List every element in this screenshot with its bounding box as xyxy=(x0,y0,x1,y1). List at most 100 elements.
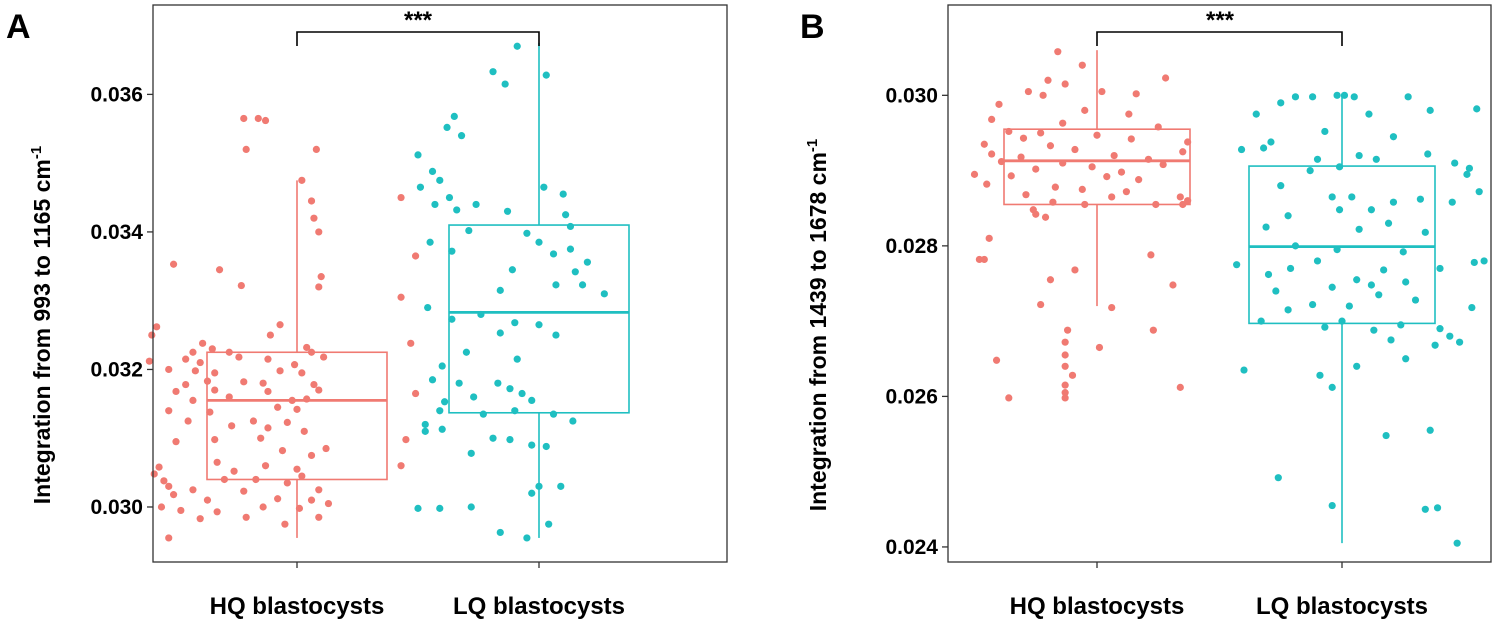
data-point xyxy=(397,293,405,301)
data-point xyxy=(148,331,156,339)
data-point xyxy=(1426,106,1434,114)
data-point xyxy=(416,183,425,191)
significance-label: *** xyxy=(404,7,433,34)
data-point xyxy=(261,462,270,470)
data-point xyxy=(1380,266,1388,274)
data-point xyxy=(312,145,320,154)
data-point xyxy=(1046,276,1055,284)
data-point xyxy=(562,211,570,219)
data-point xyxy=(1095,343,1104,352)
data-point xyxy=(1098,87,1106,96)
data-point xyxy=(264,424,272,432)
data-point xyxy=(155,463,163,471)
data-point xyxy=(1468,303,1476,312)
data-point xyxy=(511,407,519,415)
data-point xyxy=(467,503,475,511)
box-hq xyxy=(206,351,388,481)
data-point xyxy=(315,486,323,494)
data-point xyxy=(535,238,543,246)
panel-a: A Integration from 993 to 1165 cm-1 0.03… xyxy=(6,4,728,620)
y-axis-title-text: Integration from 993 to 1165 cm xyxy=(29,159,55,504)
data-point xyxy=(1068,371,1077,379)
data-point xyxy=(315,386,323,394)
data-point xyxy=(1078,185,1086,194)
data-point xyxy=(1059,159,1067,167)
data-point xyxy=(1475,188,1483,196)
data-point xyxy=(1436,264,1444,273)
data-point xyxy=(1024,87,1032,96)
data-point xyxy=(1176,383,1184,391)
data-point xyxy=(298,176,306,184)
box-lq xyxy=(1248,165,1436,325)
data-point xyxy=(1389,133,1398,141)
x-category-label-hq: HQ blastocysts xyxy=(210,593,385,620)
data-point xyxy=(160,477,168,485)
data-point xyxy=(477,310,485,319)
data-point xyxy=(1431,341,1439,349)
data-point xyxy=(1480,257,1488,265)
data-point xyxy=(1179,148,1187,156)
data-point xyxy=(1382,431,1390,440)
data-point xyxy=(259,379,267,387)
data-point xyxy=(215,266,224,274)
data-point xyxy=(225,348,233,356)
data-point xyxy=(1367,281,1375,289)
data-point xyxy=(1169,281,1177,289)
data-point xyxy=(298,472,306,480)
data-point xyxy=(266,331,274,339)
data-point xyxy=(1313,155,1322,163)
data-point xyxy=(264,387,272,396)
data-point xyxy=(980,140,988,148)
data-point xyxy=(211,435,219,444)
data-point xyxy=(402,435,410,444)
data-point xyxy=(557,482,565,490)
data-point xyxy=(169,260,178,268)
data-point xyxy=(1424,150,1432,158)
whiskers xyxy=(296,42,540,538)
y-tick-label: 0.034 xyxy=(90,221,143,244)
data-point xyxy=(213,508,221,516)
y-tick-label: 0.024 xyxy=(885,536,938,559)
data-point xyxy=(479,410,487,418)
data-point xyxy=(1108,193,1116,201)
data-point xyxy=(494,379,502,387)
data-point xyxy=(1433,504,1442,512)
data-point xyxy=(428,167,437,176)
data-point xyxy=(1353,276,1361,284)
data-point xyxy=(513,355,521,363)
data-point xyxy=(1333,246,1341,254)
data-point xyxy=(566,222,575,231)
data-point xyxy=(1007,172,1015,180)
data-point xyxy=(1267,138,1275,146)
data-point xyxy=(317,273,325,281)
data-point xyxy=(438,362,446,370)
data-point xyxy=(426,238,434,246)
data-point xyxy=(288,396,296,405)
data-point xyxy=(1453,539,1461,547)
data-point xyxy=(566,245,575,253)
data-point xyxy=(540,183,548,191)
data-point xyxy=(450,112,458,120)
data-point xyxy=(1353,362,1361,370)
data-point xyxy=(448,315,456,323)
data-point xyxy=(414,504,422,512)
data-point xyxy=(1037,300,1045,309)
data-point xyxy=(528,489,536,497)
data-point xyxy=(324,499,333,508)
data-point xyxy=(1436,325,1444,333)
data-point xyxy=(506,385,514,393)
data-point xyxy=(1059,119,1067,127)
data-point xyxy=(1338,317,1346,325)
data-point xyxy=(225,393,233,401)
data-point xyxy=(1309,93,1317,101)
data-point xyxy=(1260,144,1268,152)
data-point xyxy=(1328,501,1336,510)
data-point xyxy=(1328,383,1336,391)
data-point xyxy=(1402,278,1410,286)
data-point xyxy=(1451,159,1459,167)
data-point xyxy=(436,176,444,184)
data-point xyxy=(1264,270,1273,279)
data-point xyxy=(462,348,470,356)
data-point xyxy=(1277,182,1285,190)
data-point xyxy=(1061,80,1069,88)
